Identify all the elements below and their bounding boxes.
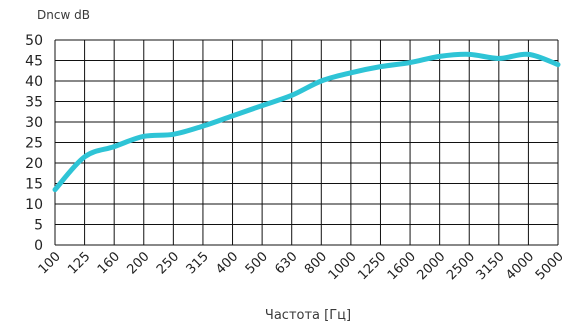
x-axis-label: Частота [Гц] [264,308,352,323]
y-tick-label: 20 [25,156,43,172]
x-tick-label: 500 [243,249,271,277]
y-tick-label: 25 [25,136,43,152]
x-tick-label: 1250 [355,249,389,283]
x-tick-label: 3150 [474,249,508,283]
y-tick-label: 10 [25,197,43,213]
x-tick-label: 2500 [444,249,478,283]
y-tick-label: 35 [25,95,43,111]
y-tick-label: 50 [25,33,43,49]
y-tick-label: 40 [25,74,43,90]
x-tick-label: 1600 [385,249,419,283]
x-tick-label: 630 [272,249,300,277]
x-tick-label: 4000 [503,249,537,283]
y-tick-label: 45 [25,54,43,70]
series-line [52,51,561,193]
y-tick-label: 15 [25,177,43,193]
x-tick-label: 5000 [533,249,566,283]
y-tick-label: 5 [34,218,43,234]
x-tick-label: 400 [213,249,241,277]
x-tick-label: 200 [124,249,152,277]
x-tick-label: 125 [65,249,93,277]
x-tick-label: 1000 [326,249,360,283]
x-tick-label: 2000 [414,249,448,283]
x-tick-label: 160 [95,249,123,277]
y-tick-label: 0 [34,238,43,254]
y-tick-label: 30 [25,115,43,131]
y-axis-label: Dncw dB [37,8,90,22]
x-tick-label: 315 [184,249,212,277]
x-tick-label: 250 [154,249,182,277]
